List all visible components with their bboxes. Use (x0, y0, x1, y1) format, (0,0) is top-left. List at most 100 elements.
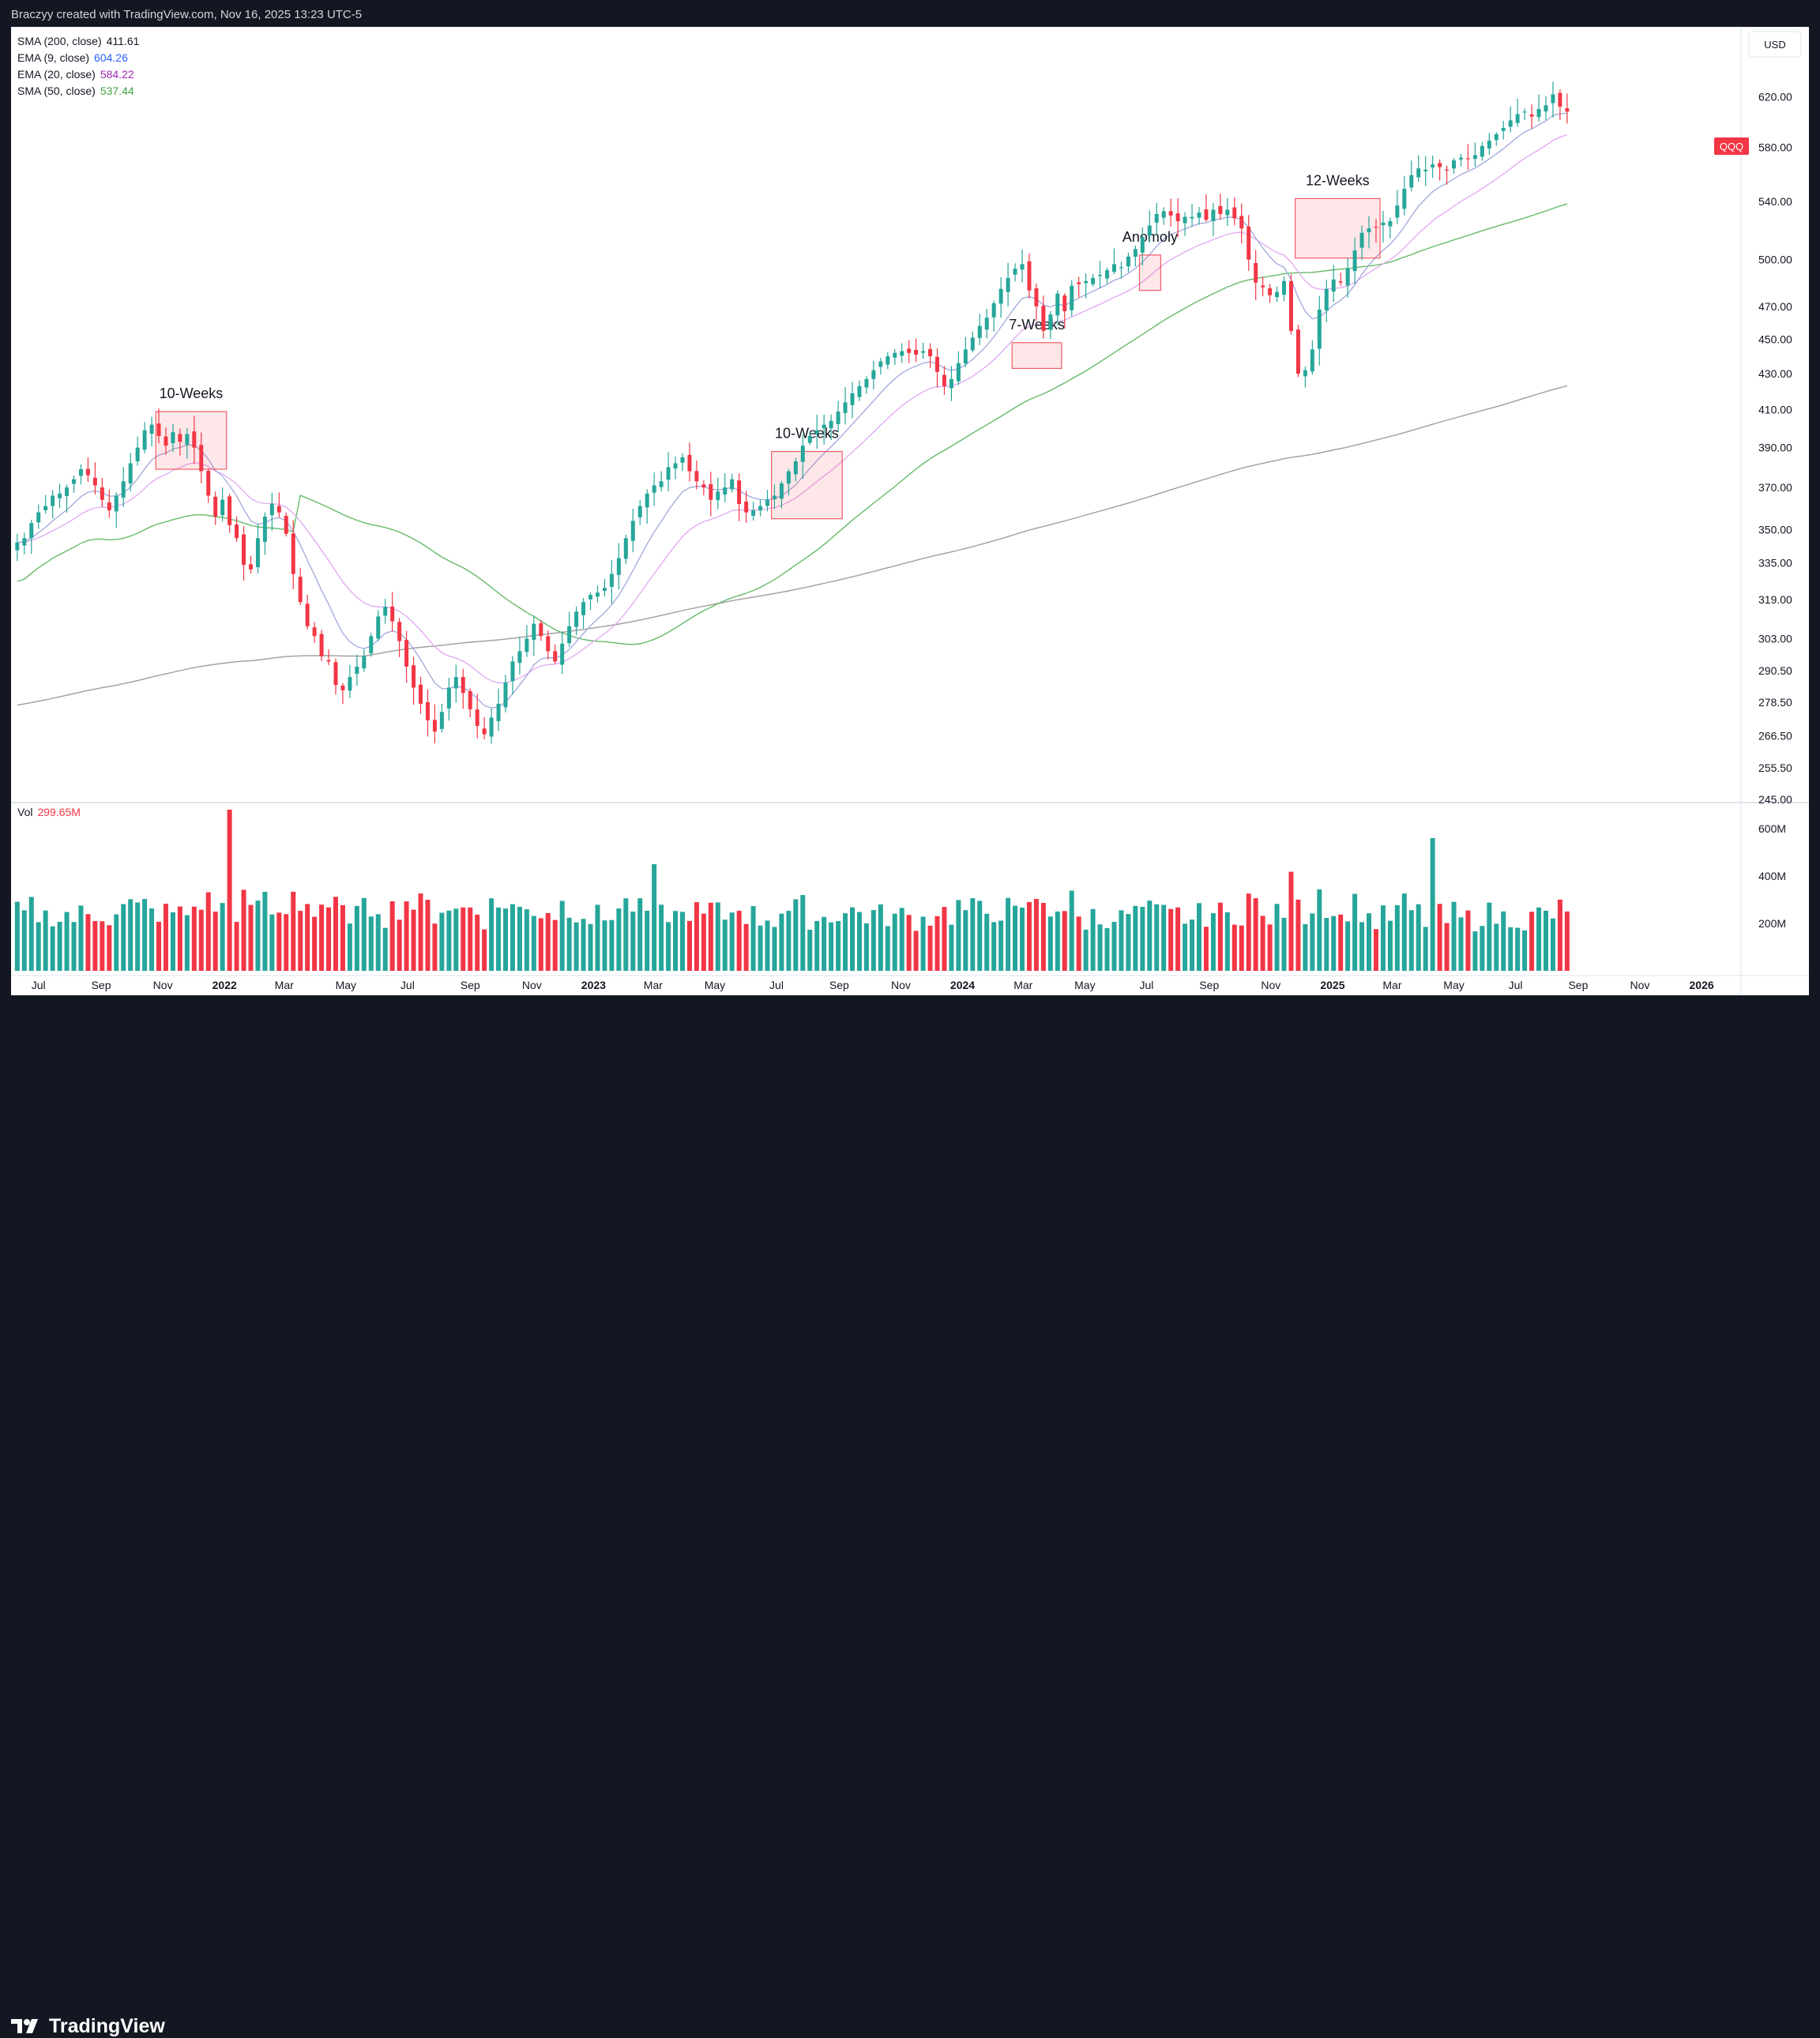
time-tick-label: Sep (92, 979, 111, 991)
volume-bar (673, 911, 679, 971)
candle-body (1295, 329, 1300, 374)
volume-tick-label: 400M (1758, 870, 1786, 882)
volume-bar (361, 897, 367, 971)
candle-body (412, 665, 416, 688)
annotation-label: Anomoly (1122, 229, 1178, 245)
svg-text:SMA (200, close)411.61: SMA (200, close) 411.61 (17, 35, 140, 47)
volume-bar (439, 912, 445, 971)
volume-bar (1338, 914, 1344, 971)
candle-body (340, 685, 345, 690)
volume-bar (418, 893, 423, 971)
volume-bar (262, 891, 268, 971)
volume-bar (1246, 893, 1251, 971)
volume-bar (750, 906, 756, 971)
candle-body (1232, 207, 1237, 219)
candle-body (78, 469, 83, 476)
volume-bar (28, 897, 34, 971)
candle-body (397, 622, 402, 641)
candle-body (1261, 285, 1265, 288)
volume-bar (92, 920, 98, 971)
candle-body (525, 638, 529, 652)
candle-body (1077, 282, 1081, 284)
volume-bar (142, 899, 148, 971)
volume-bar (1239, 925, 1244, 971)
candle-body (149, 424, 154, 434)
volume-bar (708, 902, 713, 971)
volume-bar (1303, 923, 1308, 971)
volume-bar (1168, 908, 1174, 971)
time-tick-label: Nov (891, 979, 911, 991)
volume-bar (319, 904, 325, 971)
candle-body (737, 480, 742, 504)
chart-svg[interactable]: 10-Weeks 10-Weeks 7-Weeks Anomoly 12-Weeks 6… (11, 27, 1809, 995)
candle-body (666, 467, 671, 480)
chart-area[interactable]: 10-Weeks 10-Weeks 7-Weeks Anomoly 12-Weeks 6… (11, 27, 1809, 995)
volume-bar (942, 907, 947, 971)
volume-bar (637, 898, 643, 971)
volume-bar (1373, 929, 1378, 971)
footer-bar: TradingView (0, 998, 1820, 2037)
volume-bar (107, 925, 112, 971)
candle-body (284, 516, 288, 534)
volume-bar (538, 918, 543, 971)
volume-bar (977, 901, 983, 971)
time-tick-label: Mar (1013, 979, 1032, 991)
candle-body (956, 363, 961, 382)
volume-bar (128, 899, 133, 971)
candle-body (673, 463, 678, 469)
time-tick-label: Jul (400, 979, 415, 991)
volume-bar (652, 864, 657, 971)
candle-body (637, 506, 642, 517)
candle-body (716, 491, 720, 501)
currency-selector[interactable]: USD (1748, 31, 1802, 58)
volume-bar (920, 916, 926, 971)
tradingview-logo[interactable]: TradingView (11, 2014, 165, 2038)
volume-tick-label: 200M (1758, 917, 1786, 930)
candle-body (1218, 205, 1223, 214)
symbol-label: QQQ (1720, 141, 1743, 152)
candle-body (1445, 169, 1450, 171)
volume-bar (1352, 893, 1358, 971)
volume-bar (354, 905, 359, 971)
candle-body (100, 487, 104, 500)
candle-body (609, 573, 614, 588)
candle-body (185, 434, 190, 445)
candle-body (333, 662, 338, 686)
volume-bar (1324, 918, 1329, 971)
time-tick-label: May (336, 979, 356, 991)
candle-body (1204, 209, 1209, 220)
volume-bar (1183, 923, 1188, 971)
volume-bar (1253, 898, 1258, 971)
candle-body (503, 682, 508, 708)
volume-bar (114, 914, 119, 971)
candle-body (1303, 370, 1307, 377)
annotation-box (1294, 197, 1381, 259)
volume-bar (913, 931, 919, 971)
candle-body (1254, 262, 1258, 283)
volume-bar (1267, 924, 1273, 971)
volume-bar (659, 904, 664, 971)
volume-bar (701, 913, 706, 971)
volume-bar (1111, 922, 1117, 971)
volume-bar (1062, 911, 1067, 971)
volume-bar (630, 911, 636, 971)
volume-bar (191, 906, 197, 971)
candle-body (1515, 114, 1520, 123)
volume-bar (545, 912, 551, 971)
volume-bar (241, 889, 246, 971)
candle-body (376, 616, 381, 639)
volume-bar (566, 917, 572, 971)
candle-body (1529, 114, 1534, 117)
volume-bar (1522, 930, 1528, 971)
volume-bar (1097, 924, 1103, 971)
volume-bar (1458, 917, 1464, 971)
candle-body (1041, 306, 1046, 331)
candle-body (22, 538, 27, 546)
candle-body (235, 525, 239, 539)
header-bar: Braczyy created with TradingView.com, No… (0, 0, 1820, 27)
candle-body (220, 499, 225, 516)
legend-ema9-label: EMA (9, close) (17, 51, 89, 64)
candle-body (1275, 291, 1280, 298)
grid (11, 27, 1809, 995)
brand-name: TradingView (49, 2014, 165, 2037)
